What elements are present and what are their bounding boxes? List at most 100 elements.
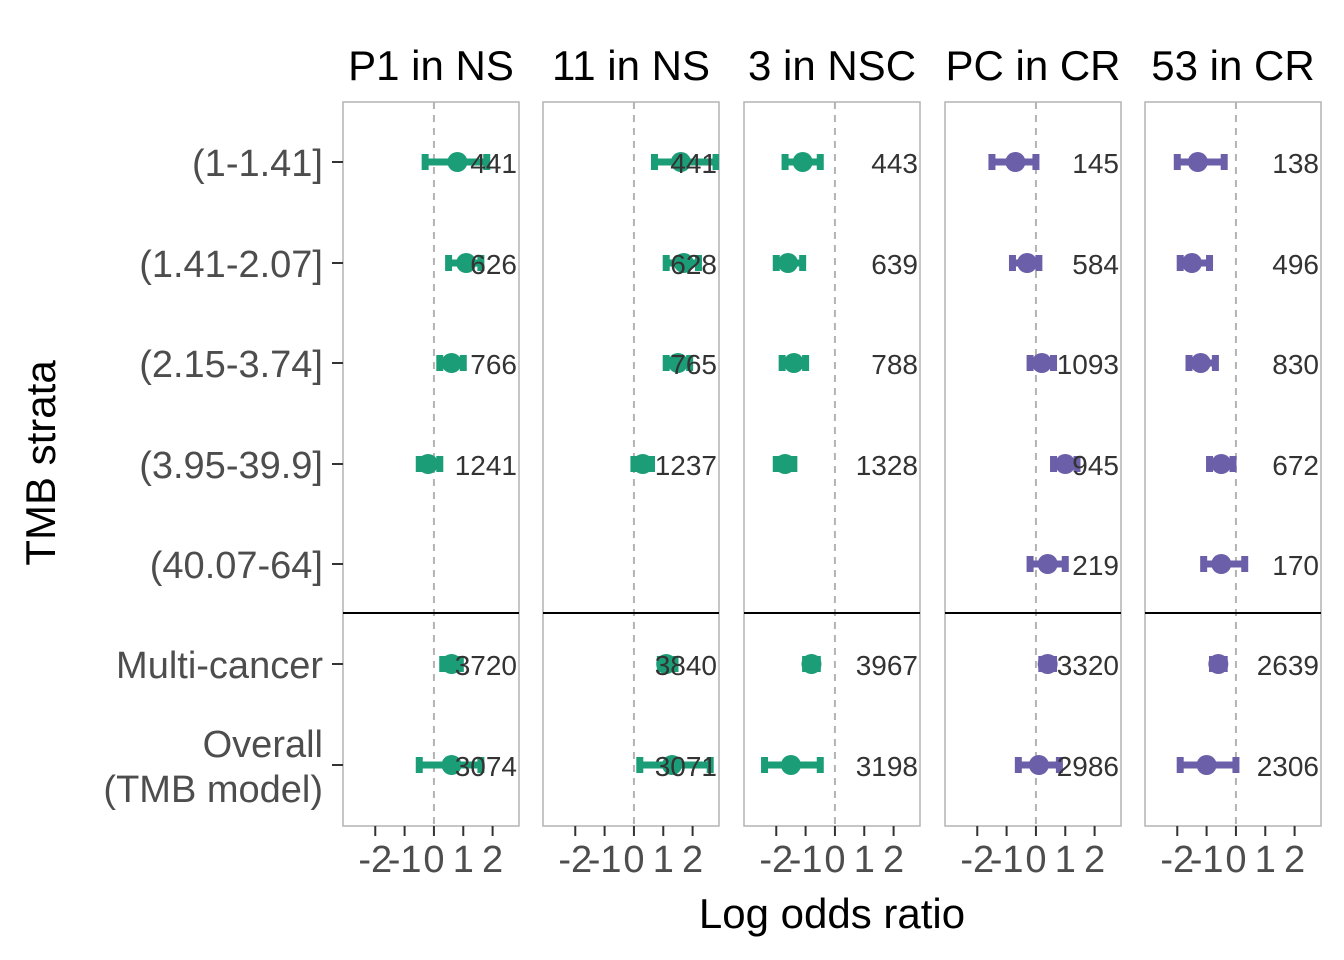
y-tick-label: Multi-cancer	[116, 645, 323, 687]
point-estimate	[778, 253, 798, 273]
sample-size-label: 3198	[856, 751, 918, 782]
x-tick-label: 2	[682, 839, 703, 881]
panel-title: P1 in NS	[348, 42, 514, 89]
y-tick-label: (2.15-3.74]	[139, 344, 323, 386]
point-estimate	[441, 654, 462, 674]
point-estimate	[1017, 253, 1038, 273]
y-tick-label: (3.95-39.9]	[139, 445, 323, 487]
y-tick-label-line: Overall	[203, 724, 323, 766]
x-tick-label: -2	[960, 839, 994, 881]
sample-size-label: 2986	[1057, 751, 1119, 782]
panel-title: PC in CR	[945, 42, 1120, 89]
x-tick-label: -1	[990, 839, 1024, 881]
sample-size-label: 945	[1072, 450, 1119, 481]
x-tick-label: -1	[1190, 839, 1224, 881]
sample-size-label: 219	[1072, 550, 1119, 581]
panel-title: 11 in NS	[552, 42, 710, 89]
y-tick-label: (40.07-64]	[150, 545, 323, 587]
sample-size-label: 3967	[856, 650, 918, 681]
sample-size-label: 584	[1072, 249, 1119, 280]
y-axis: (1-1.41] (1.41-2.07] (2.15-3.74] (3.95-39.9…	[103, 143, 343, 811]
x-tick-label: 0	[623, 839, 644, 881]
x-tick-label: -1	[588, 839, 622, 881]
point-estimate	[632, 454, 653, 474]
x-tick-label: -2	[358, 839, 392, 881]
sample-size-label: 788	[871, 349, 918, 380]
panel-data: 145 584 1093 945 219 3320 2986	[988, 148, 1119, 782]
sample-size-label: 672	[1272, 450, 1319, 481]
x-tick-label: 2	[1084, 839, 1105, 881]
y-axis-title: TMB strata	[17, 360, 64, 566]
x-tick-label: -2	[558, 839, 592, 881]
x-tick-label: -1	[388, 839, 422, 881]
sample-size-label: 1241	[455, 450, 517, 481]
x-tick-label: 1	[1055, 839, 1076, 881]
point-estimate	[1005, 152, 1026, 172]
x-tick-label: 0	[423, 839, 444, 881]
point-estimate	[670, 152, 691, 172]
panel-data: 441 626 766 1241 3720 3074	[415, 148, 517, 782]
sample-size-label: 766	[470, 349, 517, 380]
point-estimate	[1187, 152, 1208, 172]
sample-size-label: 3840	[655, 650, 717, 681]
point-estimate	[441, 353, 462, 373]
sample-size-label: 3720	[455, 650, 517, 681]
x-tick-label: 2	[1284, 839, 1305, 881]
y-tick-label: (1.41-2.07]	[139, 244, 323, 286]
sample-size-label: 3320	[1057, 650, 1119, 681]
point-estimate	[783, 353, 804, 373]
point-estimate	[1181, 253, 1202, 273]
point-estimate	[656, 654, 677, 674]
point-estimate	[1055, 454, 1076, 474]
sample-size-label: 3074	[455, 751, 517, 782]
point-estimate	[775, 454, 796, 474]
point-estimate	[441, 755, 462, 775]
sample-size-label: 2306	[1257, 751, 1319, 782]
panel-frame	[944, 101, 1122, 827]
panel-data: 443 639 788 1328 3967 3198	[761, 148, 918, 782]
point-estimate	[456, 253, 477, 273]
sample-size-label: 1093	[1057, 349, 1119, 380]
point-estimate	[801, 654, 822, 674]
sample-size-label: 441	[470, 148, 517, 179]
sample-size-label: 443	[871, 148, 918, 179]
sample-size-label: 1237	[655, 450, 717, 481]
sample-size-label: 441	[670, 148, 717, 179]
sample-size-label: 626	[470, 249, 517, 280]
point-estimate	[1190, 353, 1211, 373]
point-estimate	[1031, 353, 1052, 373]
point-estimate	[1196, 755, 1217, 775]
sample-size-label: 138	[1272, 148, 1319, 179]
sample-size-label: 830	[1272, 349, 1319, 380]
sample-size-label: 639	[871, 249, 918, 280]
y-tick-label-line: (TMB model)	[103, 769, 323, 811]
y-tick-label: (1-1.41]	[192, 143, 323, 185]
panel-5: 53 in CR -2-1 0 1 2 138 496 830 672 170 2639 2306	[1144, 42, 1322, 881]
y-tick-label: Overall (TMB model)	[103, 724, 323, 811]
x-tick-label: 0	[1225, 839, 1246, 881]
panel-3: 3 in NSC -2-1 0 1 2 443 639 788 1328 3967 3198	[743, 42, 921, 881]
panel-1: P1 in NS -2-1 0 1 2 441 626 766 1241 3720 3074	[342, 42, 520, 881]
point-estimate	[662, 755, 683, 775]
panel-data: 441 628 765 1237 3840 3071	[630, 148, 719, 782]
x-tick-label: 1	[453, 839, 474, 881]
x-tick-label: 1	[1255, 839, 1276, 881]
panel-title: 53 in CR	[1151, 42, 1314, 89]
point-estimate	[1211, 554, 1232, 574]
x-tick-label: -1	[789, 839, 823, 881]
x-tick-label: 0	[824, 839, 845, 881]
panel-4: PC in CR -2-1 0 1 2 145 584 1093 945 219 3320 2986	[944, 42, 1122, 881]
sample-size-label: 496	[1272, 249, 1319, 280]
x-axis-title: Log odds ratio	[699, 890, 965, 937]
panel-data: 138 496 830 672 170 2639 2306	[1173, 148, 1319, 782]
point-estimate	[1211, 454, 1232, 474]
panel-title: 3 in NSC	[748, 42, 916, 89]
point-estimate	[1037, 554, 1058, 574]
sample-size-label: 170	[1272, 550, 1319, 581]
sample-size-label: 3071	[655, 751, 717, 782]
sample-size-label: 145	[1072, 148, 1119, 179]
x-tick-label: 2	[482, 839, 503, 881]
panel-2: 11 in NS -2-1 0 1 2 441 628 765 1237 3840 3071	[542, 42, 720, 881]
